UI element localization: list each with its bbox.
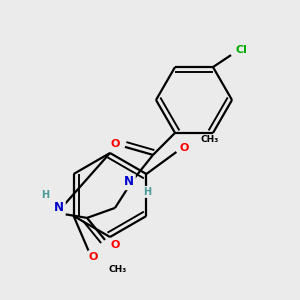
Text: H: H: [143, 187, 151, 197]
Text: CH₃: CH₃: [200, 136, 219, 145]
Text: H: H: [41, 190, 49, 200]
Text: Cl: Cl: [235, 45, 247, 55]
Text: O: O: [89, 252, 98, 262]
Text: N: N: [54, 201, 64, 214]
Text: O: O: [180, 143, 189, 153]
Text: O: O: [110, 139, 120, 149]
Text: N: N: [124, 176, 134, 188]
Text: O: O: [110, 240, 120, 250]
Text: CH₃: CH₃: [109, 265, 127, 274]
